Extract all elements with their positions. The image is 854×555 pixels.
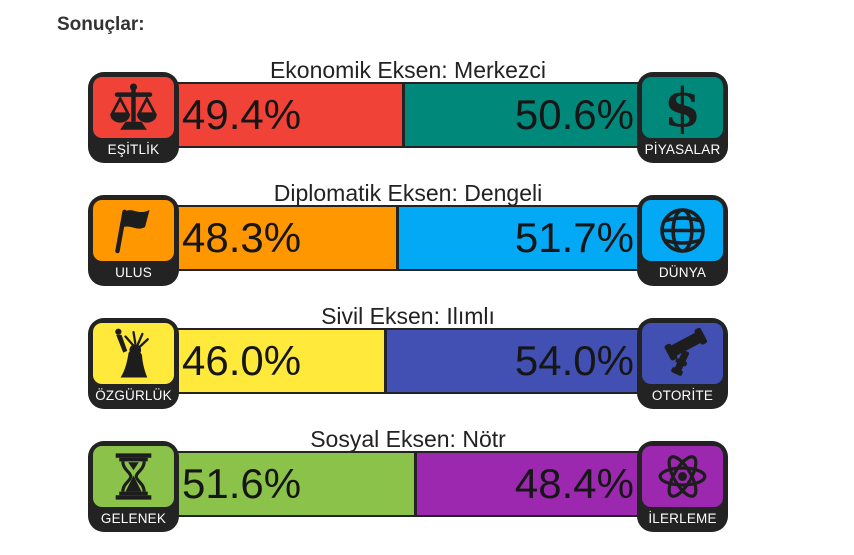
percent-bar: 48.3% 51.7% bbox=[133, 205, 678, 271]
bar-right-value: 51.7% bbox=[514, 214, 634, 261]
bar-left-value: 51.6% bbox=[182, 460, 302, 507]
bar-right-value: 48.4% bbox=[514, 460, 634, 507]
tile-label: ULUS bbox=[115, 265, 152, 280]
tile-icon-box bbox=[642, 323, 723, 384]
axis-result: Sivil Eksen: Ilımlı ÖZGÜRLÜK 46.0% 54.0% bbox=[88, 303, 728, 409]
left-tile: ULUS bbox=[88, 195, 179, 286]
right-tile: $ PİYASALAR bbox=[637, 72, 728, 163]
percent-bar: 49.4% 50.6% bbox=[133, 82, 678, 148]
bar-left-segment: 51.6% bbox=[135, 453, 415, 515]
bar-left-value: 48.3% bbox=[182, 214, 302, 261]
right-tile: OTORİTE bbox=[637, 318, 728, 409]
axis-result: Diplomatik Eksen: Dengeli ULUS 48.3% 51.… bbox=[88, 180, 728, 286]
tile-label: ÖZGÜRLÜK bbox=[95, 388, 172, 403]
gavel-icon bbox=[664, 327, 708, 376]
axis-title: Diplomatik Eksen: Dengeli bbox=[273, 180, 543, 206]
percent-bar: 51.6% 48.4% bbox=[133, 451, 678, 517]
scales-icon bbox=[109, 83, 158, 130]
axis-bar-row: EŞİTLİK 49.4% 50.6% $ PİYASALAR bbox=[88, 72, 728, 163]
tile-icon-box bbox=[93, 77, 174, 138]
tile-icon-box: $ bbox=[642, 77, 723, 138]
tile-icon-box bbox=[642, 446, 723, 507]
axis-title: Sivil Eksen: Ilımlı bbox=[321, 303, 495, 329]
tile-label: OTORİTE bbox=[651, 388, 714, 403]
dollar-icon: $ bbox=[664, 79, 701, 136]
left-tile: GELENEK bbox=[88, 441, 179, 532]
right-tile: DÜNYA bbox=[637, 195, 728, 286]
tile-label: PİYASALAR bbox=[644, 142, 721, 157]
tile-label: İLERLEME bbox=[648, 511, 717, 526]
right-tile: İLERLEME bbox=[637, 441, 728, 532]
axes-list: Ekonomik Eksen: Merkezci EŞİTLİK 49.4% 5… bbox=[88, 57, 728, 532]
tile-icon-box bbox=[93, 446, 174, 507]
axis-bar-row: ÖZGÜRLÜK 46.0% 54.0% OTORİTE bbox=[88, 318, 728, 409]
atom-icon bbox=[658, 455, 707, 498]
tile-label: GELENEK bbox=[100, 511, 167, 526]
bar-right-segment: 51.7% bbox=[396, 207, 676, 269]
bar-left-segment: 49.4% bbox=[135, 84, 403, 146]
axis-result: Sosyal Eksen: Nötr GELENEK 51.6% bbox=[88, 426, 728, 532]
tile-label: DÜNYA bbox=[658, 265, 707, 280]
tile-icon-box bbox=[642, 200, 723, 261]
axis-bar-row: ULUS 48.3% 51.7% DÜNYA bbox=[88, 195, 728, 286]
hourglass-icon bbox=[115, 453, 152, 500]
bar-right-segment: 50.6% bbox=[402, 84, 676, 146]
axis-title: Sosyal Eksen: Nötr bbox=[310, 426, 506, 452]
globe-icon bbox=[660, 208, 705, 253]
left-tile: ÖZGÜRLÜK bbox=[88, 318, 179, 409]
bar-right-segment: 48.4% bbox=[414, 453, 676, 515]
left-tile: EŞİTLİK bbox=[88, 72, 179, 163]
page-title: Sonuçlar: bbox=[57, 14, 145, 35]
flag-icon bbox=[115, 209, 150, 254]
results-page: Sonuçlar: Ekonomik Eksen: Merkezci EŞİTL… bbox=[0, 14, 854, 532]
bar-right-value: 54.0% bbox=[514, 337, 634, 384]
tile-label: EŞİTLİK bbox=[107, 142, 160, 157]
tile-icon-box bbox=[93, 200, 174, 261]
svg-text:$: $ bbox=[664, 79, 701, 136]
tile-icon-box bbox=[93, 323, 174, 384]
axis-result: Ekonomik Eksen: Merkezci EŞİTLİK 49.4% 5… bbox=[88, 57, 728, 163]
axis-bar-row: GELENEK 51.6% 48.4% İLERLEME bbox=[88, 441, 728, 532]
percent-bar: 46.0% 54.0% bbox=[133, 328, 678, 394]
liberty-icon bbox=[115, 328, 149, 378]
bar-left-value: 49.4% bbox=[182, 91, 302, 138]
bar-left-value: 46.0% bbox=[182, 337, 302, 384]
bar-right-value: 50.6% bbox=[514, 91, 634, 138]
bar-right-segment: 54.0% bbox=[383, 330, 676, 392]
axis-title: Ekonomik Eksen: Merkezci bbox=[269, 57, 547, 83]
